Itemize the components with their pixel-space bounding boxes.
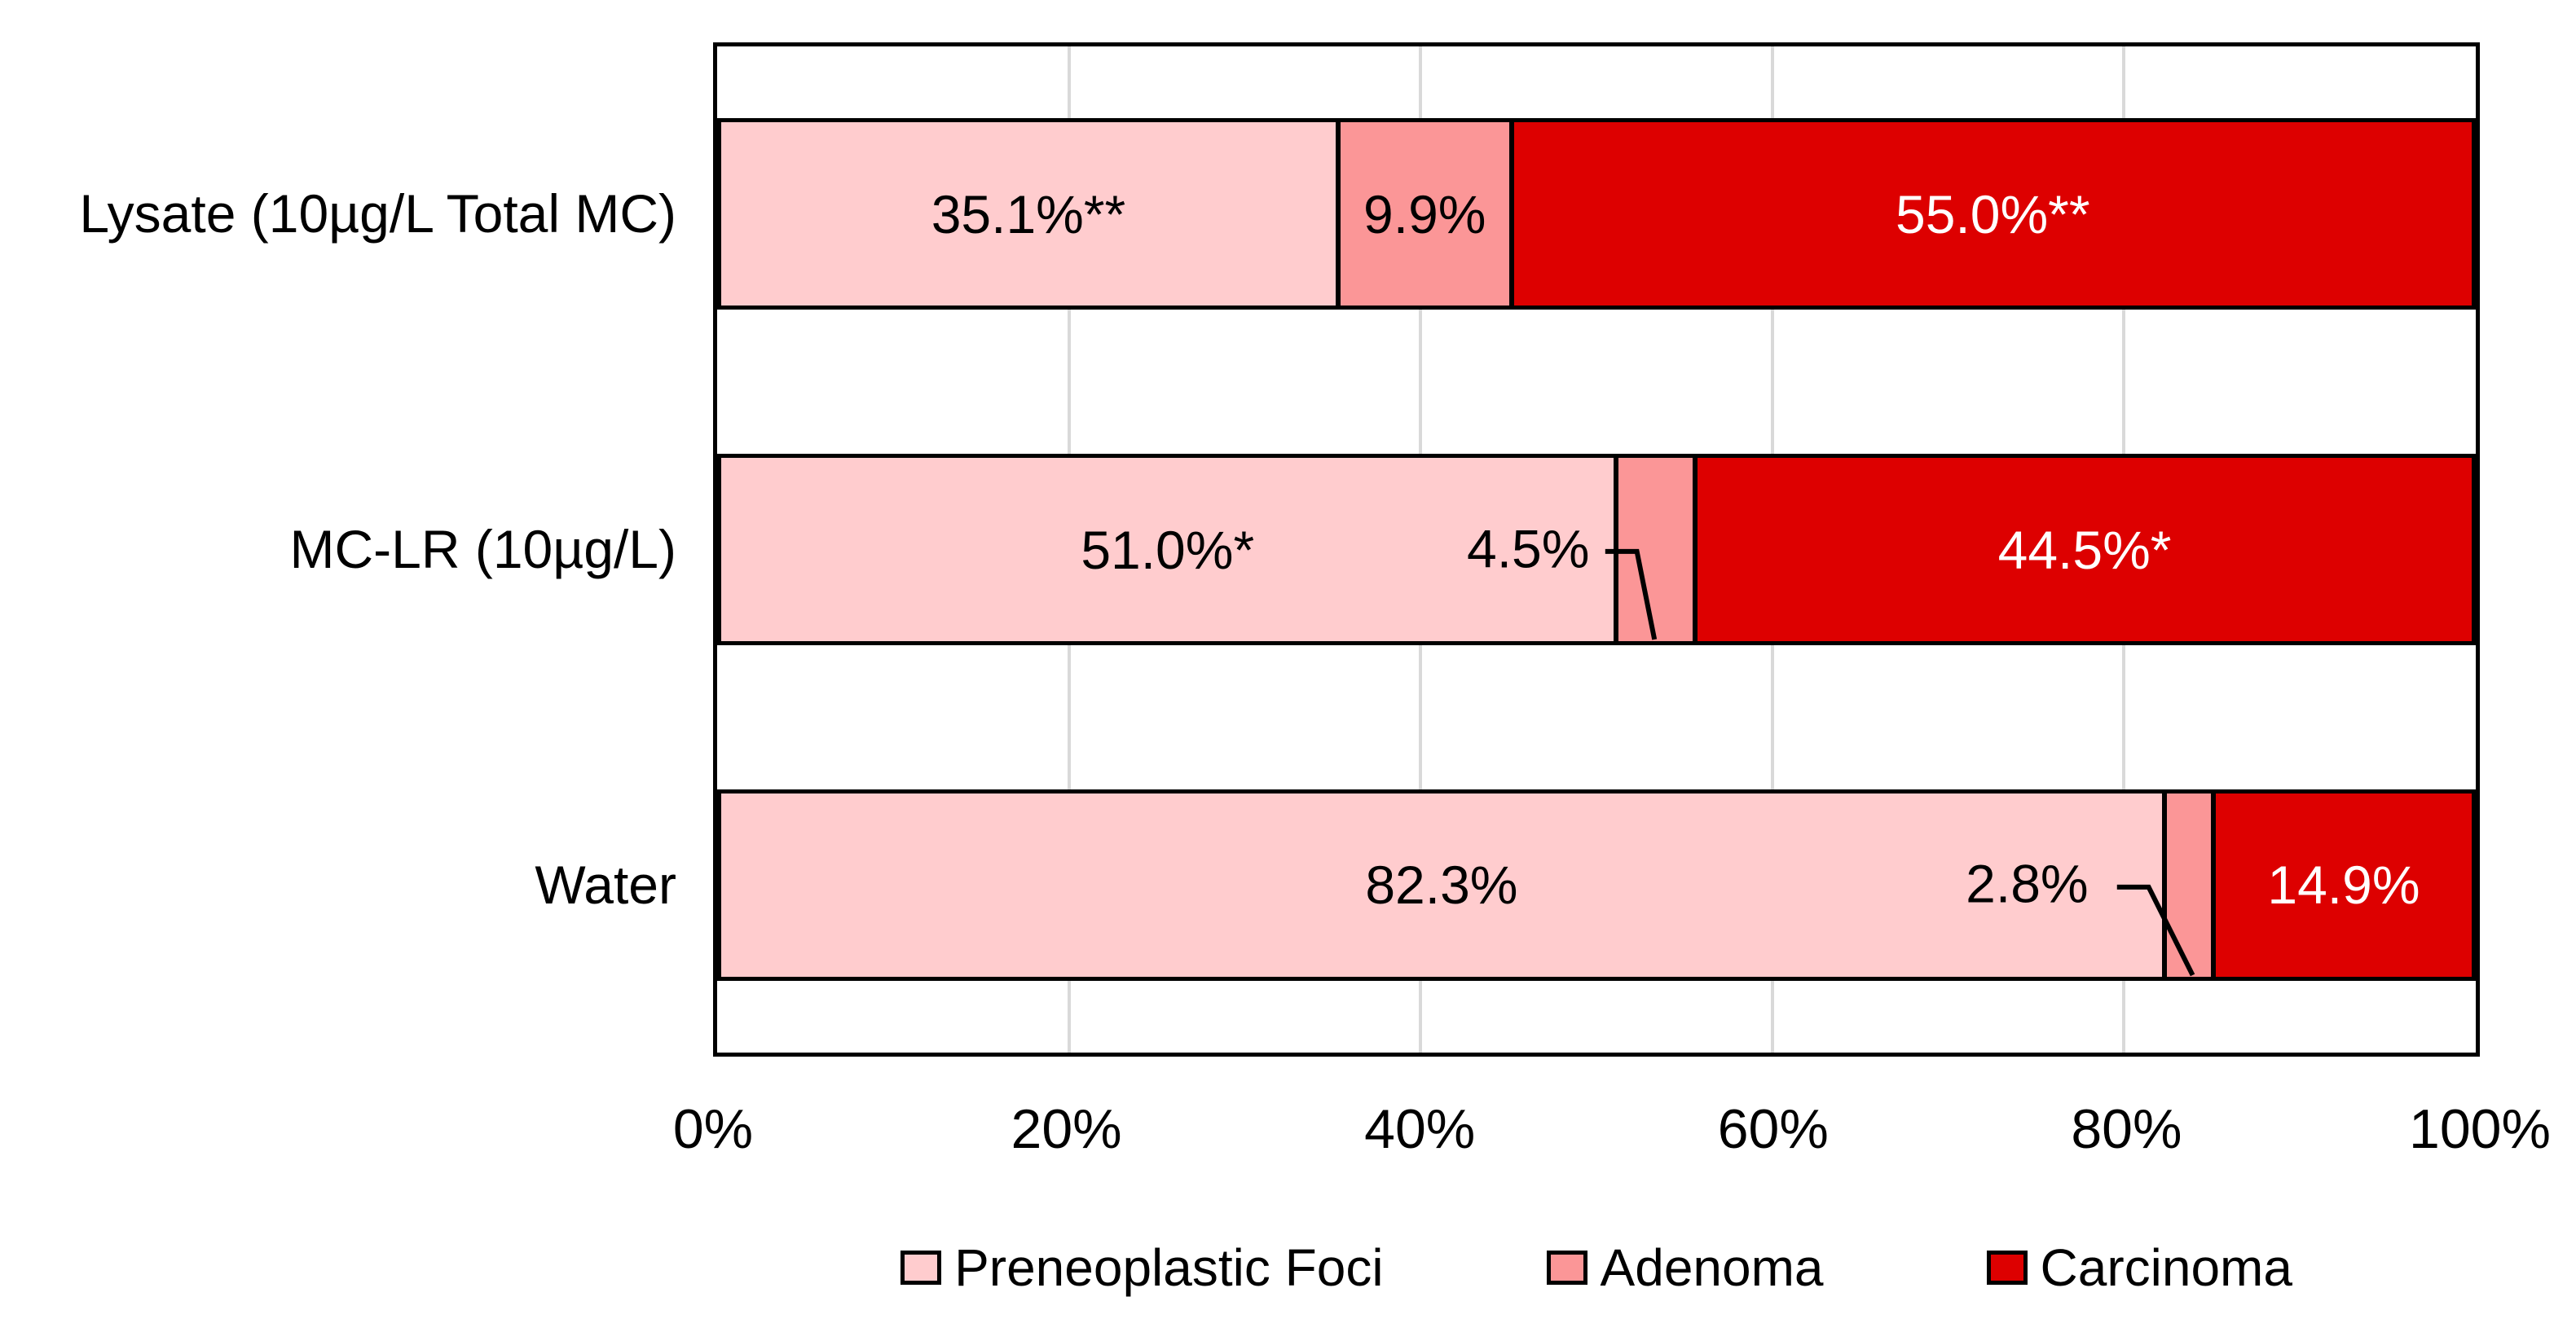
bar-segment-carcinoma: 14.9% bbox=[2210, 793, 2472, 977]
bar-rows: 35.1%** 9.9% 55.0%** 51.0%* bbox=[717, 46, 2476, 1053]
legend-swatch-carcinoma-icon bbox=[1986, 1251, 2028, 1285]
x-tick-80: 80% bbox=[2071, 1098, 2182, 1160]
bar-segment-preneoplastic: 35.1%** bbox=[721, 122, 1336, 306]
data-label-carcinoma: 14.9% bbox=[2267, 855, 2420, 916]
legend-label-preneoplastic: Preneoplastic Foci bbox=[954, 1238, 1384, 1297]
legend-swatch-adenoma-icon bbox=[1546, 1251, 1587, 1285]
legend-swatch-preneoplastic-icon bbox=[900, 1251, 942, 1285]
data-label-preneoplastic: 82.3% bbox=[1365, 855, 1518, 916]
stacked-bar-water: 82.3% 14.9% 2.8% bbox=[717, 789, 2476, 981]
bar-row-water: 82.3% 14.9% 2.8% bbox=[717, 717, 2476, 1053]
data-label-adenoma-callout: 2.8% bbox=[1966, 853, 2089, 914]
category-label-water: Water bbox=[535, 855, 676, 916]
bar-segment-adenoma: 9.9% bbox=[1335, 122, 1509, 306]
x-tick-0: 0% bbox=[672, 1098, 754, 1160]
legend-item-adenoma: Adenoma bbox=[1546, 1238, 1824, 1297]
data-label-adenoma: 9.9% bbox=[1363, 183, 1486, 244]
x-tick-20: 20% bbox=[1011, 1098, 1122, 1160]
stacked-bar-lysate: 35.1%** 9.9% 55.0%** bbox=[717, 118, 2476, 310]
stacked-bar-mclr: 51.0%* 44.5%* 4.5% bbox=[717, 454, 2476, 645]
legend: Preneoplastic Foci Adenoma Carcinoma bbox=[713, 1242, 2480, 1294]
bar-segment-preneoplastic: 51.0%* bbox=[721, 458, 1614, 641]
x-axis: 0% 20% 40% 60% 80% 100% bbox=[673, 1098, 2551, 1175]
x-tick-60: 60% bbox=[1717, 1098, 1829, 1160]
data-label-preneoplastic: 51.0%* bbox=[1081, 519, 1255, 580]
legend-label-carcinoma: Carcinoma bbox=[2040, 1238, 2292, 1297]
data-label-adenoma-callout: 4.5% bbox=[1466, 518, 1590, 579]
plot-area: 35.1%** 9.9% 55.0%** 51.0%* bbox=[713, 42, 2480, 1057]
bar-segment-adenoma bbox=[2161, 793, 2211, 977]
x-tick-100: 100% bbox=[2409, 1098, 2551, 1160]
category-label-lysate: Lysate (10µg/L Total MC) bbox=[79, 183, 676, 244]
bar-segment-carcinoma: 44.5%* bbox=[1693, 458, 2472, 641]
x-tick-40: 40% bbox=[1364, 1098, 1476, 1160]
legend-label-adenoma: Adenoma bbox=[1600, 1238, 1824, 1297]
bar-segment-preneoplastic: 82.3% bbox=[721, 793, 2162, 977]
bar-segment-adenoma bbox=[1614, 458, 1693, 641]
bar-row-lysate: 35.1%** 9.9% 55.0%** bbox=[717, 46, 2476, 382]
bar-segment-carcinoma: 55.0%** bbox=[1508, 122, 2472, 306]
legend-item-carcinoma: Carcinoma bbox=[1986, 1238, 2292, 1297]
data-label-carcinoma: 44.5%* bbox=[1997, 519, 2172, 580]
data-label-carcinoma: 55.0%** bbox=[1896, 183, 2090, 244]
legend-item-preneoplastic: Preneoplastic Foci bbox=[900, 1238, 1384, 1297]
data-label-preneoplastic: 35.1%** bbox=[931, 183, 1126, 244]
category-label-mclr: MC-LR (10µg/L) bbox=[289, 519, 676, 580]
bar-row-mclr: 51.0%* 44.5%* 4.5% bbox=[717, 382, 2476, 718]
